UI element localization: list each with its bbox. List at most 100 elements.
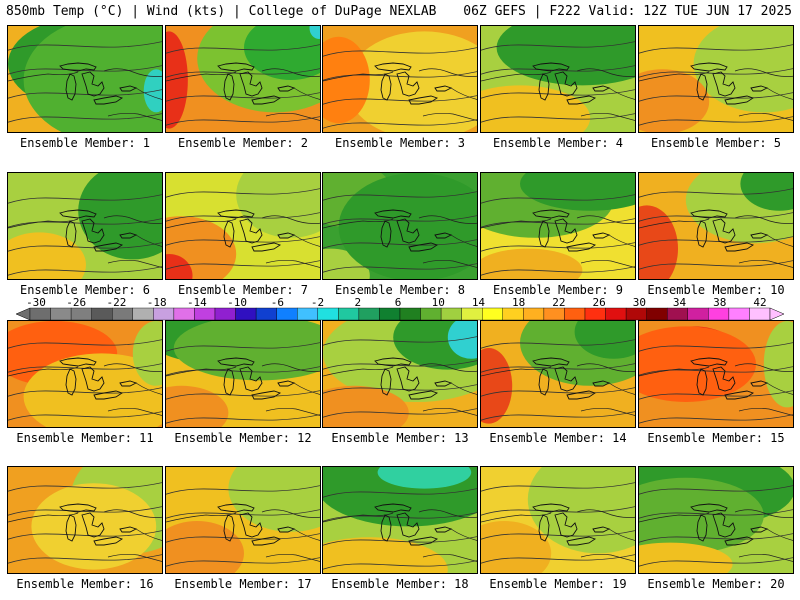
colorbar-swatch: [605, 307, 627, 321]
height-contour: [323, 560, 477, 570]
height-contour: [639, 260, 793, 270]
height-contour: [481, 113, 635, 123]
colorbar-swatch: [235, 307, 257, 321]
temperature-shading: [143, 69, 162, 113]
great-lakes-outline: [374, 209, 453, 252]
colorbar-swatch: [173, 307, 195, 321]
temperature-shading: [8, 232, 86, 279]
temperature-field: [481, 26, 635, 132]
member-caption: Ensemble Member: 17: [174, 577, 312, 591]
temperature-shading: [309, 26, 320, 39]
colorbar-swatch: [276, 307, 298, 321]
height-contour: [323, 239, 477, 249]
height-contour: [481, 339, 635, 349]
temperature-shading: [639, 542, 733, 573]
colorbar-swatch: [112, 307, 133, 321]
colorbar-tick-label: 10: [431, 296, 445, 309]
height-contour: [8, 506, 162, 516]
great-lakes-outline: [374, 62, 453, 105]
ensemble-member-map: [7, 25, 163, 133]
height-contour: [481, 482, 635, 492]
coastline: [166, 363, 320, 416]
member-caption: Ensemble Member: 3: [334, 136, 466, 150]
temperature-shading: [228, 467, 320, 532]
ensemble-member-map: [638, 172, 794, 280]
colorbar-swatch: [584, 307, 606, 321]
ensemble-member-map: [638, 320, 794, 428]
height-contour: [166, 533, 320, 543]
member-caption: Ensemble Member: 16: [16, 577, 154, 591]
height-contour: [8, 411, 162, 421]
ensemble-member-map: [165, 172, 321, 280]
height-contour: [639, 68, 793, 78]
colorbar-swatch: [502, 307, 524, 321]
great-lakes-outline: [532, 62, 611, 105]
height-contour: [639, 188, 793, 198]
coastline: [323, 68, 477, 121]
height-contour: [639, 366, 793, 376]
colorbar-tick-label: -14: [186, 296, 207, 309]
member-caption: Ensemble Member: 20: [647, 577, 785, 591]
colorbar-tick-label: -10: [227, 296, 248, 309]
colorbar-swatch: [646, 307, 668, 321]
temperature-field: [639, 173, 793, 279]
member-caption: Ensemble Member: 1: [19, 136, 151, 150]
coastline: [639, 68, 793, 121]
ensemble-member-map: [165, 320, 321, 428]
temperature-field: [166, 173, 320, 279]
coastline: [323, 509, 477, 562]
ensemble-member-map: [322, 25, 478, 133]
coastline: [323, 363, 477, 416]
temperature-shading: [520, 173, 635, 211]
height-contour: [481, 387, 635, 397]
colorbar-swatch: [440, 307, 462, 321]
member-caption: Ensemble Member: 11: [16, 431, 154, 445]
height-contour: [323, 360, 477, 370]
height-contour: [166, 414, 320, 424]
colorbar-tick-label: -30: [26, 296, 46, 309]
colorbar-swatch: [461, 307, 483, 321]
great-lakes-outline: [217, 503, 296, 546]
temperature-field: [481, 173, 635, 279]
colorbar-swatch: [708, 307, 730, 321]
height-contour: [166, 44, 320, 54]
member-caption: Ensemble Member: 5: [650, 136, 782, 150]
temperature-shading: [740, 173, 793, 211]
great-lakes-outline: [374, 357, 453, 400]
height-contour: [639, 557, 793, 567]
temperature-field: [8, 321, 162, 427]
height-contour: [481, 218, 635, 228]
temperature-field: [323, 321, 477, 427]
height-contour: [639, 342, 793, 352]
height-contour: [323, 263, 477, 273]
temperature-shading: [323, 36, 370, 124]
ensemble-member-map: [322, 172, 478, 280]
coastline: [323, 215, 477, 268]
temperature-field: [166, 467, 320, 573]
temperature-field: [639, 26, 793, 132]
member-caption: Ensemble Member: 12: [174, 431, 312, 445]
height-contour: [8, 218, 162, 228]
temperature-field: [323, 26, 477, 132]
height-contour: [323, 336, 477, 346]
height-contour: [8, 482, 162, 492]
ensemble-member-map: [638, 25, 794, 133]
colorbar-swatch: [255, 307, 277, 321]
temperature-shading: [574, 321, 635, 359]
coastline: [481, 363, 635, 416]
height-contour: [639, 44, 793, 54]
coastline: [166, 509, 320, 562]
colorbar-swatch: [543, 307, 565, 321]
coastline: [8, 215, 162, 268]
colorbar-tick-label: -18: [146, 296, 167, 309]
height-contour: [323, 488, 477, 498]
member-caption: Ensemble Member: 18: [331, 577, 469, 591]
temperature-shading: [639, 205, 678, 279]
temperature-field: [639, 467, 793, 573]
member-caption: Ensemble Member: 14: [489, 431, 627, 445]
temperature-field: [166, 321, 320, 427]
ensemble-member-map: [638, 466, 794, 574]
colorbar-swatch: [153, 307, 175, 321]
height-contour: [323, 71, 477, 81]
temperature-field: [8, 467, 162, 573]
